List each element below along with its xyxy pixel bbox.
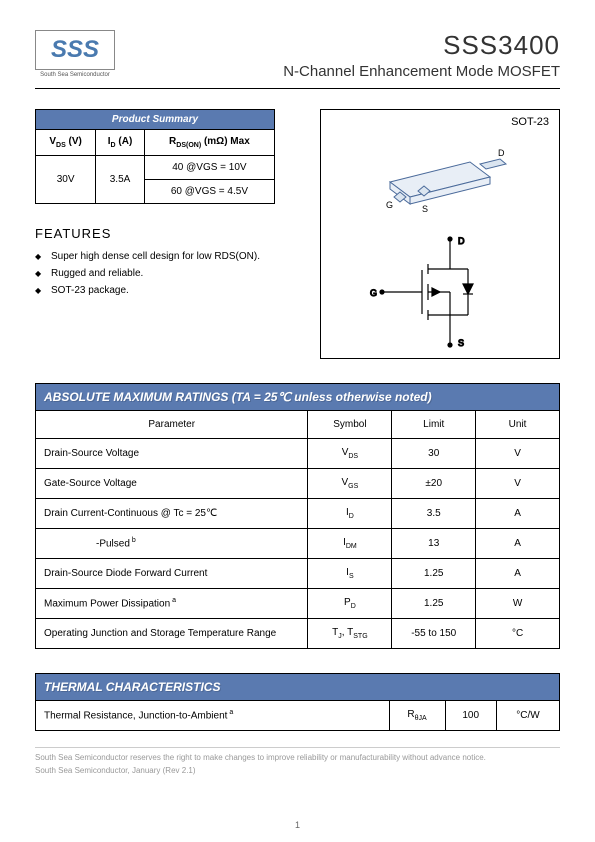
- unit-cell: W: [476, 589, 560, 619]
- limit-cell: 13: [392, 529, 476, 559]
- pin-s-label: S: [422, 204, 428, 214]
- part-number: SSS3400: [283, 30, 560, 61]
- pin-g-label: G: [386, 200, 393, 210]
- package-diagram: SOT-23 D G S: [320, 109, 560, 359]
- summary-block: Product Summary VDS (V) ID (A) RDS(ON) (…: [35, 109, 275, 302]
- summary-col-rds: RDS(ON) (mΩ) Max: [144, 130, 274, 156]
- feature-text: Rugged and reliable.: [51, 268, 143, 279]
- unit-cell: A: [476, 499, 560, 529]
- feature-item: Super high dense cell design for low RDS…: [35, 251, 275, 262]
- symbol-cell: IDM: [308, 529, 392, 559]
- limit-cell: 100: [445, 701, 496, 731]
- summary-rds-1: 60 @VGS = 4.5V: [144, 180, 274, 204]
- ratings-col-unit: Unit: [476, 411, 560, 439]
- param-cell: Thermal Resistance, Junction-to-Ambient …: [36, 701, 390, 731]
- footer-line1: South Sea Semiconductor reserves the rig…: [35, 752, 560, 765]
- ratings-col-param: Parameter: [36, 411, 308, 439]
- summary-rds-0: 40 @VGS = 10V: [144, 156, 274, 180]
- table-row: Gate-Source VoltageVGS±20V: [36, 469, 560, 499]
- table-row: Operating Junction and Storage Temperatu…: [36, 619, 560, 649]
- header: SSS South Sea Semiconductor SSS3400 N-Ch…: [35, 30, 560, 89]
- features-block: FEATURES Super high dense cell design fo…: [35, 226, 275, 296]
- thermal-title: THERMAL CHARACTERISTICS: [44, 680, 220, 694]
- limit-cell: 30: [392, 439, 476, 469]
- table-row: -Pulsed bIDM13A: [36, 529, 560, 559]
- summary-title: Product Summary: [36, 110, 275, 130]
- table-row: Drain-Source VoltageVDS30V: [36, 439, 560, 469]
- feature-text: SOT-23 package.: [51, 285, 129, 296]
- limit-cell: 3.5: [392, 499, 476, 529]
- feature-item: Rugged and reliable.: [35, 268, 275, 279]
- unit-cell: A: [476, 529, 560, 559]
- limit-cell: -55 to 150: [392, 619, 476, 649]
- summary-vds: 30V: [36, 156, 96, 204]
- footer-notes: South Sea Semiconductor reserves the rig…: [35, 747, 560, 778]
- features-title: FEATURES: [35, 226, 275, 241]
- param-cell: Drain-Source Diode Forward Current: [36, 559, 308, 589]
- ratings-title: ABSOLUTE MAXIMUM RATINGS (TA = 25℃ unles…: [44, 390, 432, 404]
- table-row: Drain Current-Continuous @ Tc = 25℃ID3.5…: [36, 499, 560, 529]
- symbol-cell: IS: [308, 559, 392, 589]
- param-cell: Operating Junction and Storage Temperatu…: [36, 619, 308, 649]
- logo-block: SSS South Sea Semiconductor: [35, 30, 115, 78]
- ratings-col-limit: Limit: [392, 411, 476, 439]
- table-row: Maximum Power Dissipation aPD1.25W: [36, 589, 560, 619]
- summary-col-vds: VDS (V): [36, 130, 96, 156]
- unit-cell: °C: [476, 619, 560, 649]
- symbol-cell: VGS: [308, 469, 392, 499]
- product-summary-table: Product Summary VDS (V) ID (A) RDS(ON) (…: [35, 109, 275, 204]
- company-name: South Sea Semiconductor: [35, 72, 115, 78]
- table-row: Thermal Resistance, Junction-to-Ambient …: [36, 701, 560, 731]
- unit-cell: V: [476, 439, 560, 469]
- param-cell: Drain Current-Continuous @ Tc = 25℃: [36, 499, 308, 529]
- ratings-section-bar: ABSOLUTE MAXIMUM RATINGS (TA = 25℃ unles…: [35, 383, 560, 410]
- thermal-section-bar: THERMAL CHARACTERISTICS: [35, 673, 560, 700]
- unit-cell: °C/W: [496, 701, 559, 731]
- limit-cell: ±20: [392, 469, 476, 499]
- symbol-cell: ID: [308, 499, 392, 529]
- page-number: 1: [0, 820, 595, 830]
- param-cell: Maximum Power Dissipation a: [36, 589, 308, 619]
- footer-line2: South Sea Semiconductor, January (Rev 2.…: [35, 765, 560, 778]
- symbol-cell: RθJA: [389, 701, 445, 731]
- symbol-cell: VDS: [308, 439, 392, 469]
- param-cell: -Pulsed b: [36, 529, 308, 559]
- unit-cell: V: [476, 469, 560, 499]
- ratings-col-symbol: Symbol: [308, 411, 392, 439]
- unit-cell: A: [476, 559, 560, 589]
- package-label: SOT-23: [331, 116, 549, 128]
- param-cell: Gate-Source Voltage: [36, 469, 308, 499]
- ratings-table: Parameter Symbol Limit Unit Drain-Source…: [35, 410, 560, 649]
- limit-cell: 1.25: [392, 559, 476, 589]
- thermal-table: Thermal Resistance, Junction-to-Ambient …: [35, 700, 560, 731]
- sot23-icon: D G S: [360, 132, 520, 222]
- pin-d-label: D: [498, 148, 505, 158]
- svg-text:G: G: [370, 288, 377, 298]
- subtitle: N-Channel Enhancement Mode MOSFET: [283, 63, 560, 80]
- feature-item: SOT-23 package.: [35, 285, 275, 296]
- title-block: SSS3400 N-Channel Enhancement Mode MOSFE…: [283, 30, 560, 80]
- mosfet-schematic-icon: D S G: [360, 232, 520, 352]
- limit-cell: 1.25: [392, 589, 476, 619]
- svg-text:S: S: [458, 338, 464, 348]
- table-row: Drain-Source Diode Forward CurrentIS1.25…: [36, 559, 560, 589]
- company-logo: SSS: [35, 30, 115, 70]
- symbol-cell: PD: [308, 589, 392, 619]
- symbol-cell: TJ, TSTG: [308, 619, 392, 649]
- summary-id: 3.5A: [96, 156, 145, 204]
- summary-col-id: ID (A): [96, 130, 145, 156]
- feature-text: Super high dense cell design for low RDS…: [51, 251, 260, 262]
- svg-text:D: D: [458, 236, 465, 246]
- param-cell: Drain-Source Voltage: [36, 439, 308, 469]
- logo-text: SSS: [51, 36, 99, 64]
